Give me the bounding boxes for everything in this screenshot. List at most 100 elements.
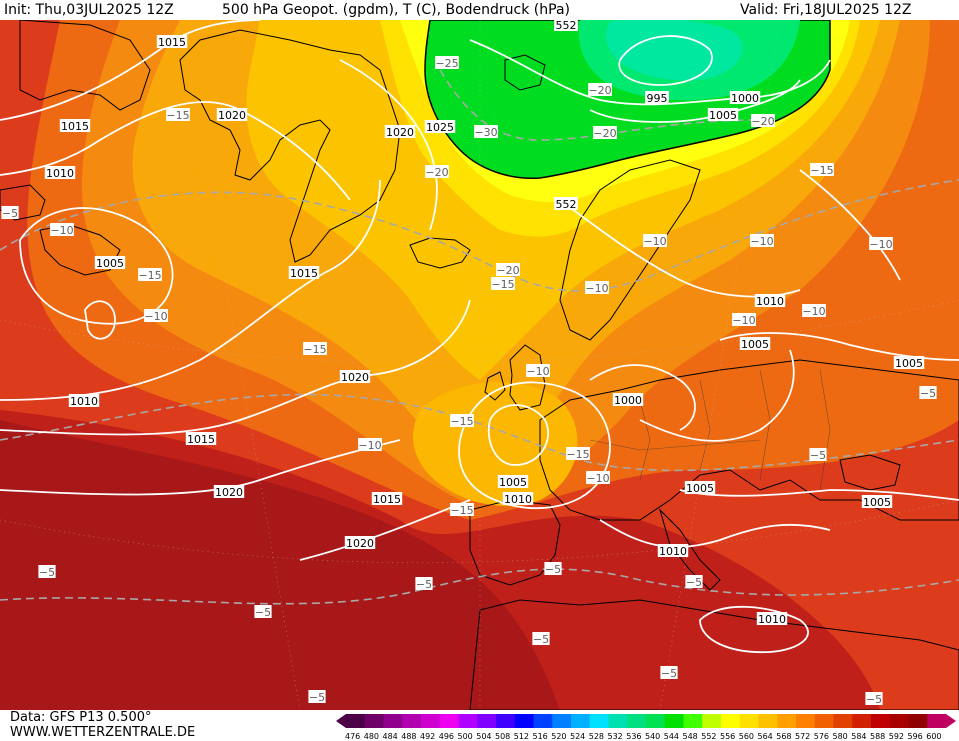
pressure-label-box <box>44 166 76 179</box>
pressure-label-box <box>424 120 456 133</box>
legend-tick-label: 564 <box>757 732 773 741</box>
legend-swatch <box>477 714 497 728</box>
temperature-label-box <box>496 263 520 276</box>
temperature-label-box <box>303 342 327 355</box>
pressure-label-box <box>861 495 893 508</box>
temperature-label: −15 <box>450 415 473 428</box>
legend-swatch <box>721 714 741 728</box>
pressure-label-box <box>156 35 188 48</box>
legend-swatch <box>458 714 478 728</box>
legend-swatch <box>533 714 553 728</box>
temperature-label: −15 <box>566 448 589 461</box>
temperature-label-box <box>144 309 168 322</box>
legend-swatch <box>364 714 384 728</box>
legend-arrow-left <box>336 714 346 728</box>
legend-swatch <box>777 714 797 728</box>
legend-swatch <box>383 714 403 728</box>
pressure-label-box <box>502 492 534 505</box>
temperature-label-box <box>138 268 162 281</box>
legend-swatch <box>739 714 759 728</box>
temperature-label-box <box>450 414 474 427</box>
legend-tick-label: 524 <box>570 732 586 741</box>
temperature-label: −10 <box>750 235 773 248</box>
temperature-label-box <box>802 304 826 317</box>
pressure-label: 1015 <box>290 267 318 280</box>
pressure-label: 1020 <box>386 126 414 139</box>
temperature-label: −5 <box>686 576 702 589</box>
pressure-label: 1005 <box>96 257 124 270</box>
temperature-label-box <box>919 386 937 399</box>
temperature-label-box <box>544 562 562 575</box>
temperature-label: −10 <box>526 365 549 378</box>
legend-tick-label: 556 <box>720 732 736 741</box>
legend-swatch <box>439 714 459 728</box>
pressure-label-box <box>612 393 644 406</box>
pressure-label-box <box>497 475 529 488</box>
legend-tick-label: 580 <box>832 732 848 741</box>
temperature-label: −10 <box>643 235 666 248</box>
legend-swatch <box>664 714 684 728</box>
temperature-label-box <box>586 471 610 484</box>
legend-swatch <box>796 714 816 728</box>
pressure-label: 1015 <box>187 433 215 446</box>
pressure-label: 1000 <box>614 394 642 407</box>
isobars <box>0 20 959 654</box>
temperature-label-box <box>166 108 190 121</box>
pressure-label: 1005 <box>499 476 527 489</box>
temperature-label-box <box>750 234 774 247</box>
pressure-label-box <box>339 370 371 383</box>
temperature-label: −20 <box>751 115 774 128</box>
height-band-588 <box>0 420 560 710</box>
temperature-label-box <box>732 313 756 326</box>
pressure-label-box <box>371 492 403 505</box>
legend-swatch <box>571 714 591 728</box>
temperature-label: −15 <box>450 504 473 517</box>
temperature-label: −5 <box>866 693 882 706</box>
legend-swatch <box>833 714 853 728</box>
temperature-label-box <box>810 163 834 176</box>
pressure-label: 1005 <box>741 338 769 351</box>
pressure-label-box <box>94 256 126 269</box>
temperature-label: −10 <box>50 224 73 237</box>
temperature-label: −5 <box>661 667 677 680</box>
legend-tick-label: 528 <box>588 732 605 741</box>
temperature-label-box <box>809 448 827 461</box>
legend-swatch <box>683 714 703 728</box>
legend-tick-label: 584 <box>851 732 867 741</box>
pressure-label-box <box>756 612 788 625</box>
legend-swatch <box>927 714 947 728</box>
legend-swatch <box>871 714 891 728</box>
temperature-label-box <box>415 577 433 590</box>
temperature-label: −10 <box>144 310 167 323</box>
pressure-label-box <box>739 337 771 350</box>
legend-swatch <box>552 714 572 728</box>
temperature-label: −5 <box>39 566 55 579</box>
weather-map[interactable]: 1015 1020 1015 1010 1005 1015 1020 1025 995 1000 1… <box>0 20 959 710</box>
legend-swatch <box>646 714 666 728</box>
geopotential-label: 552 <box>556 198 577 211</box>
legend-tick-label: 548 <box>682 732 698 741</box>
temperature-label-box <box>308 690 326 703</box>
data-source: Data: GFS P13 0.500° <box>10 710 152 725</box>
temperature-label-box <box>685 575 703 588</box>
pressure-label: 1010 <box>758 613 786 626</box>
legend-tick-label: 568 <box>776 732 792 741</box>
temperature-label: −15 <box>303 343 326 356</box>
pressure-label: 1010 <box>659 545 687 558</box>
legend-tick-label: 496 <box>438 732 455 741</box>
temperature-label-box <box>865 692 883 705</box>
geopotential-label-box <box>554 20 578 31</box>
temperature-label: −15 <box>166 109 189 122</box>
legend-tick-label: 476 <box>345 732 361 741</box>
pressure-label: 1005 <box>863 496 891 509</box>
temperature-label: −20 <box>425 166 448 179</box>
temperature-label-box <box>566 447 590 460</box>
temperature-label-box <box>660 666 678 679</box>
temperature-label-box <box>1 206 19 219</box>
legend-swatch <box>889 714 909 728</box>
valid-time: Valid: Fri,18JUL2025 12Z <box>740 2 912 18</box>
geopotential-label-box <box>554 197 578 210</box>
website: WWW.WETTERZENTRALE.DE <box>10 725 196 740</box>
temperature-label: −5 <box>416 578 432 591</box>
legend-swatch <box>589 714 609 728</box>
